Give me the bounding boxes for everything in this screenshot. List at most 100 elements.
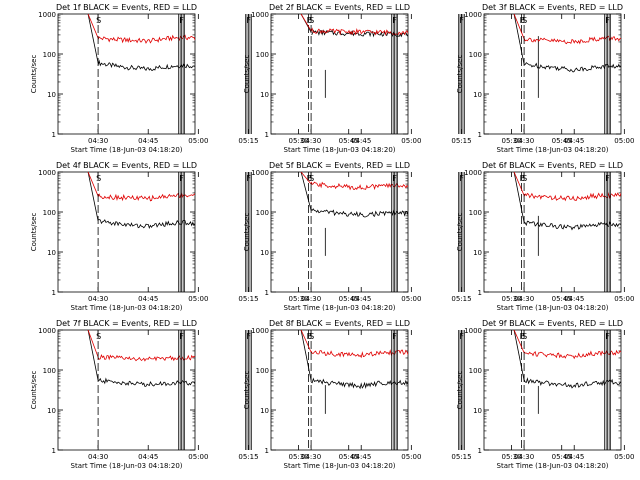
- y-tick-label: 100: [469, 367, 482, 375]
- plot-frame: [483, 171, 622, 293]
- y-tick-label: 100: [43, 209, 56, 217]
- x-tick-label: 04:30: [301, 453, 321, 461]
- x-axis-label: Start Time (18-Jun-03 04:18:20): [71, 146, 183, 154]
- series-rise-segment: [300, 14, 312, 32]
- x-tick-label: 05:15: [238, 137, 258, 145]
- x-axis-label: Start Time (18-Jun-03 04:18:20): [284, 304, 396, 312]
- y-axis-label: Counts/sec: [456, 213, 464, 252]
- marker-label: F: [459, 332, 464, 341]
- x-tick-label: 05:30: [288, 453, 308, 461]
- x-tick-label: 05:00: [401, 137, 421, 145]
- x-axis-label: Start Time (18-Jun-03 04:18:20): [497, 304, 609, 312]
- series-rise-segment: [513, 172, 525, 223]
- y-tick-label: 1000: [464, 11, 482, 19]
- x-axis-label: Start Time (18-Jun-03 04:18:20): [71, 304, 183, 312]
- chart-panel: Det 3f BLACK = Events, RED = LLD 1 10 100 10…: [456, 3, 634, 154]
- y-tick-label: 100: [469, 209, 482, 217]
- plot-frame: [270, 329, 409, 451]
- x-tick-label: 05:00: [614, 453, 634, 461]
- chart-title: Det 4f BLACK = Events, RED = LLD: [56, 161, 197, 170]
- series-rise-segment: [513, 330, 525, 381]
- x-tick-label: 04:30: [514, 137, 534, 145]
- x-tick-label: 05:00: [188, 295, 208, 303]
- marker-label: F: [606, 174, 611, 183]
- x-tick-label: 05:15: [451, 137, 471, 145]
- chart-panel: Det 1f BLACK = Events, RED = LLD11010010…: [30, 3, 359, 154]
- x-tick-label: 04:30: [88, 453, 108, 461]
- series-line-events: [311, 29, 408, 38]
- chart-panel: Det 6f BLACK = Events, RED = LLD 1 10 100 10…: [456, 161, 634, 312]
- x-tick-label: 04:45: [138, 295, 158, 303]
- x-tick-label: 05:30: [288, 295, 308, 303]
- chart-title: Det 6f BLACK = Events, RED = LLD: [482, 161, 623, 170]
- y-axis-label: Counts/sec: [243, 371, 251, 410]
- chart-panel: Det 2f BLACK = Events, RED = LLD11010010…: [243, 3, 572, 154]
- y-tick-label: 100: [256, 209, 269, 217]
- x-tick-label: 05:00: [401, 295, 421, 303]
- y-tick-label: 10: [473, 91, 482, 99]
- plot-frame: [57, 13, 196, 135]
- x-tick-label: 04:30: [301, 295, 321, 303]
- y-tick-label: 1: [52, 447, 56, 455]
- y-tick-label: 1: [265, 447, 269, 455]
- y-tick-label: 1000: [38, 327, 56, 335]
- x-tick-label: 05:45: [339, 137, 359, 145]
- marker-label: S: [309, 174, 314, 183]
- y-tick-label: 100: [256, 51, 269, 59]
- series-rise-segment: [513, 172, 525, 196]
- y-axis-label: Counts/sec: [30, 213, 38, 252]
- x-tick-label: 05:15: [451, 453, 471, 461]
- series-line-lld: [523, 349, 621, 360]
- x-tick-label: 05:00: [614, 295, 634, 303]
- chart-title: Det 9f BLACK = Events, RED = LLD: [482, 319, 623, 328]
- y-tick-label: 1000: [464, 169, 482, 177]
- x-axis-label: Start Time (18-Jun-03 04:18:20): [284, 146, 396, 154]
- series-line-lld: [310, 27, 408, 36]
- marker-label: F: [459, 174, 464, 183]
- x-tick-label: 05:00: [401, 453, 421, 461]
- x-tick-label: 05:45: [552, 453, 572, 461]
- plot-frame: [57, 329, 196, 451]
- y-tick-label: 1000: [251, 169, 269, 177]
- x-tick-label: 04:45: [564, 453, 584, 461]
- series-rise-segment: [87, 172, 99, 197]
- chart-title: Det 8f BLACK = Events, RED = LLD: [269, 319, 410, 328]
- y-tick-label: 1000: [251, 11, 269, 19]
- series-line-events: [523, 377, 621, 389]
- marker-label: S: [309, 332, 314, 341]
- marker-label: E: [307, 332, 312, 341]
- x-tick-label: 05:45: [339, 453, 359, 461]
- y-tick-label: 1: [265, 289, 269, 297]
- marker-label: E: [307, 174, 312, 183]
- series-line-events: [310, 208, 408, 218]
- series-line-events: [523, 220, 621, 231]
- x-tick-label: 05:45: [552, 295, 572, 303]
- series-line-lld: [97, 354, 195, 362]
- y-tick-label: 1: [52, 289, 56, 297]
- y-axis-label: Counts/sec: [30, 371, 38, 410]
- y-tick-label: 100: [43, 51, 56, 59]
- x-tick-label: 05:30: [501, 295, 521, 303]
- x-tick-label: 04:30: [514, 453, 534, 461]
- x-tick-label: 04:45: [564, 295, 584, 303]
- marker-label: F: [393, 16, 398, 25]
- y-tick-label: 1000: [38, 11, 56, 19]
- series-rise-segment: [513, 330, 525, 353]
- marker-label: F: [180, 16, 185, 25]
- y-tick-label: 1000: [38, 169, 56, 177]
- y-tick-label: 1: [478, 289, 482, 297]
- x-axis-label: Start Time (18-Jun-03 04:18:20): [497, 146, 609, 154]
- marker-label: E: [307, 16, 312, 25]
- series-line-lld: [97, 191, 195, 202]
- series-line-lld: [310, 181, 408, 191]
- marker-label: F: [246, 16, 251, 25]
- y-tick-label: 10: [47, 91, 56, 99]
- plot-frame: [270, 171, 409, 293]
- chart-panel: Det 8f BLACK = Events, RED = LLD11010010…: [243, 319, 572, 470]
- y-tick-label: 1: [478, 447, 482, 455]
- series-rise-segment: [300, 172, 312, 211]
- series-rise-segment: [87, 330, 99, 381]
- x-tick-label: 05:30: [288, 137, 308, 145]
- chart-panel: Det 9f BLACK = Events, RED = LLD 1 10 100 10…: [456, 319, 634, 470]
- y-tick-label: 10: [260, 407, 269, 415]
